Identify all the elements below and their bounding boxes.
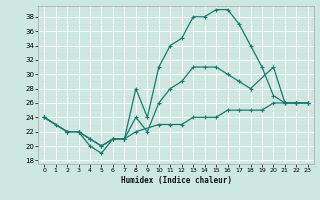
X-axis label: Humidex (Indice chaleur): Humidex (Indice chaleur) (121, 176, 231, 185)
